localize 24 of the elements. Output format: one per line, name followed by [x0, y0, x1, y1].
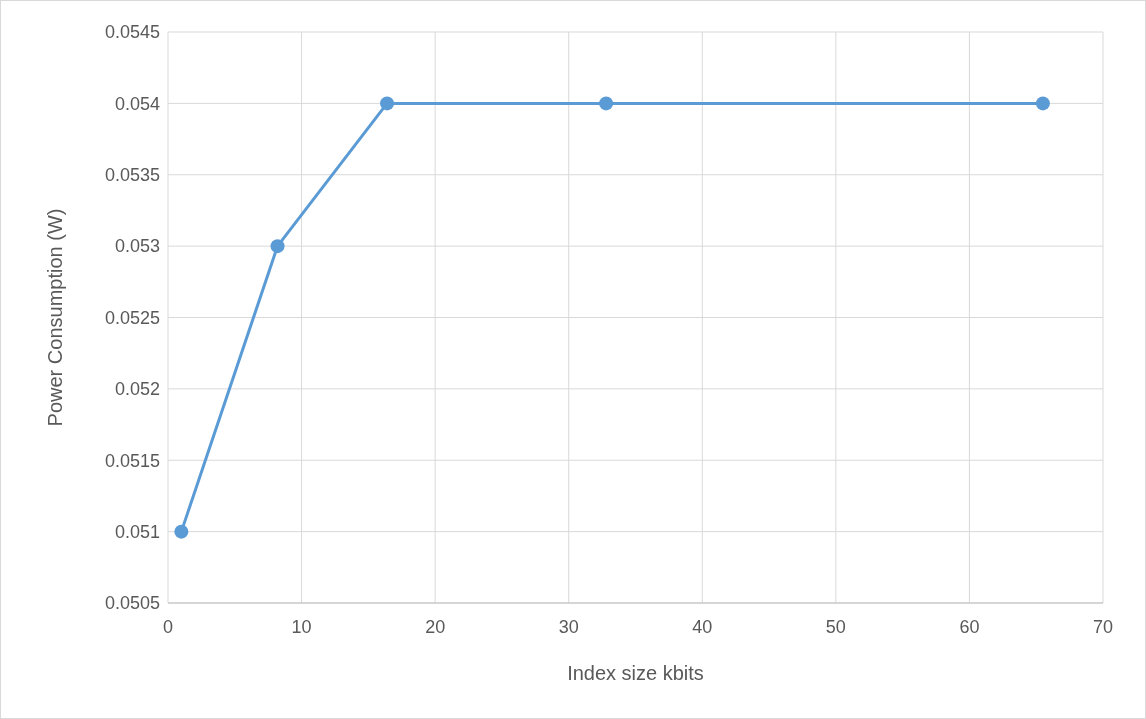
y-tick-label: 0.053: [114, 236, 160, 257]
y-tick-label: 0.051: [114, 521, 160, 542]
x-tick-label: 0: [162, 617, 174, 637]
y-tick-label: 0.0525: [104, 307, 160, 328]
x-axis-title: Index size kbits: [567, 662, 704, 684]
y-tick-label: 0.054: [114, 93, 160, 114]
point: [380, 96, 395, 111]
point: [599, 96, 614, 111]
x-tick-label: 50: [825, 617, 846, 637]
y-tick-label: 0.052: [114, 379, 160, 400]
y-tick-label: 0.0515: [104, 450, 160, 471]
point: [270, 239, 285, 254]
x-tick-label: 60: [959, 617, 980, 637]
y-axis-title: Power Consumption (W): [44, 208, 66, 427]
y-tick-label: 0.0535: [104, 165, 160, 186]
y-tick-label: 0.0545: [104, 22, 160, 43]
x-tick-label: 40: [692, 617, 713, 637]
x-tick-label: 30: [558, 617, 579, 637]
x-tick-label: 70: [1092, 617, 1114, 637]
y-tick-label: 0.0505: [104, 593, 160, 614]
point: [1035, 96, 1050, 111]
point: [174, 524, 189, 539]
x-tick-label: 10: [291, 617, 312, 637]
x-tick-label: 20: [425, 617, 446, 637]
